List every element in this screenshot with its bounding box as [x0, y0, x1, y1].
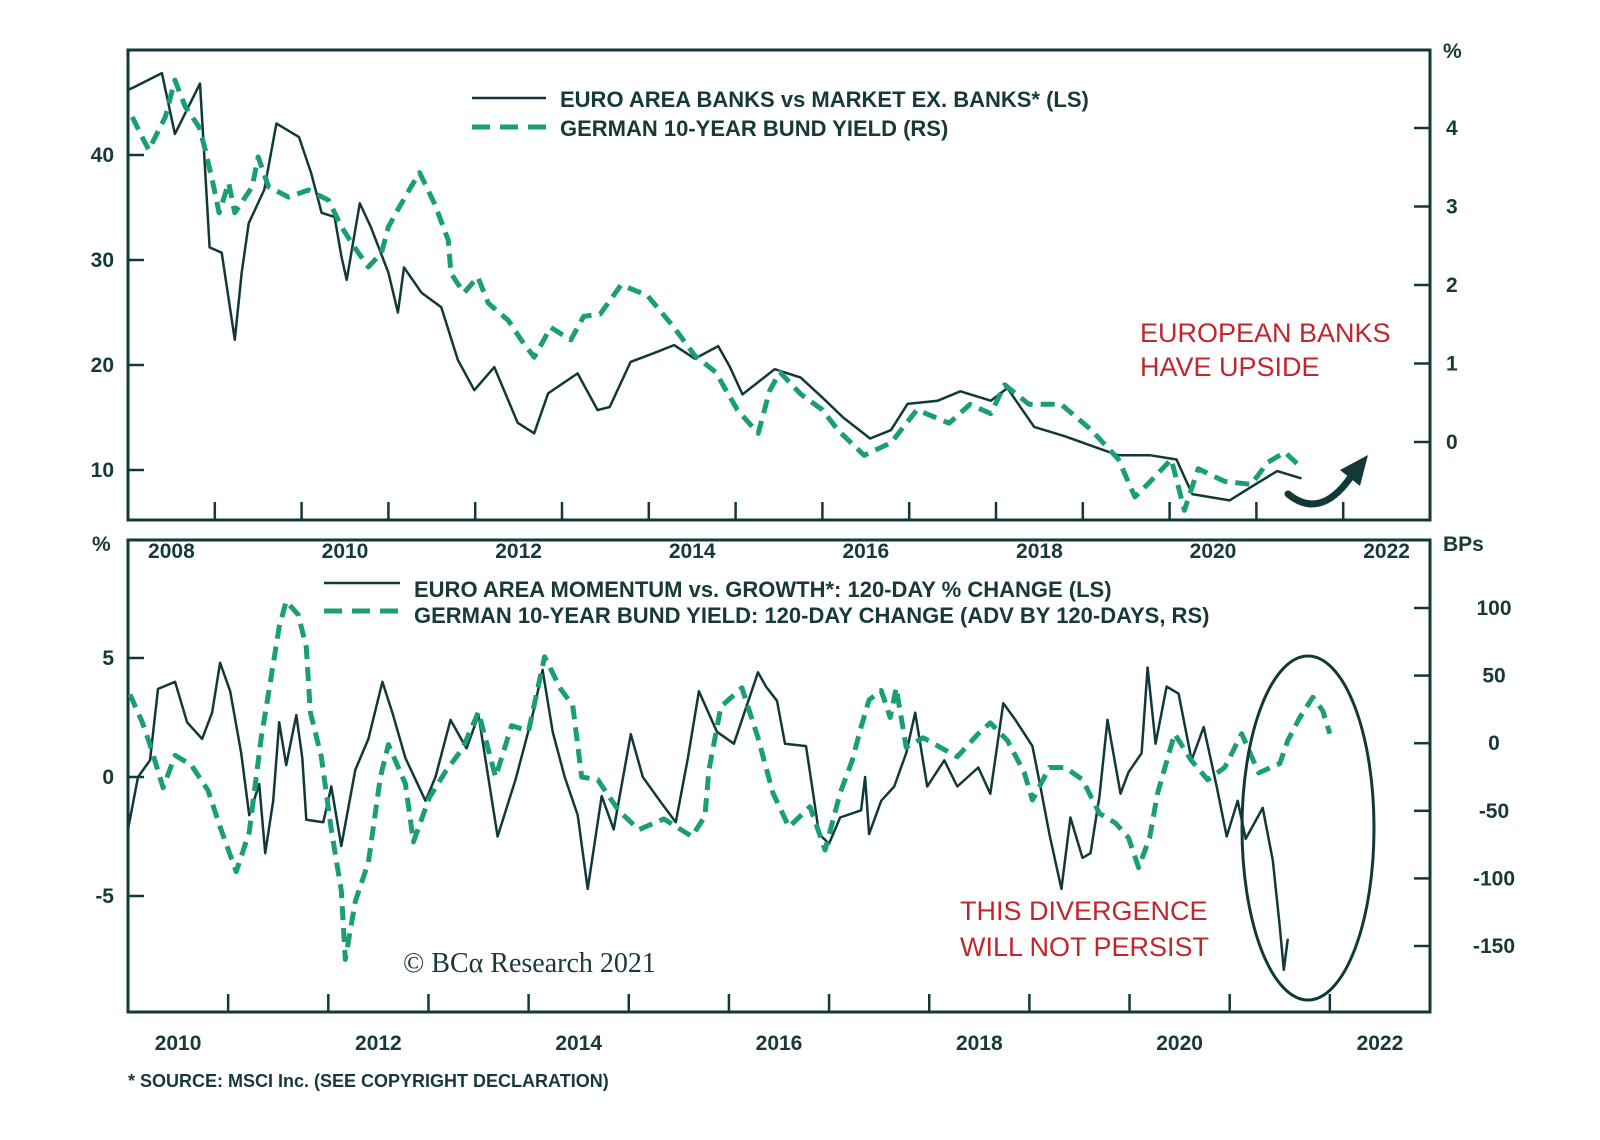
right-y-tick-label: 3: [1446, 196, 1458, 219]
x-tick-label: 2022: [1363, 540, 1410, 563]
right-y-tick-label: -100: [1473, 867, 1515, 890]
x-tick-label: 2014: [555, 1032, 602, 1055]
right-y-tick-label: 4: [1446, 117, 1458, 140]
legend-label-bund: GERMAN 10-YEAR BUND YIELD (RS): [560, 116, 948, 141]
top-legend: EURO AREA BANKS vs MARKET EX. BANKS* (LS…: [472, 87, 1089, 141]
bottom-series: [126, 598, 1333, 972]
x-tick-label: 2010: [155, 1032, 202, 1055]
right-y-tick-label: -150: [1473, 935, 1515, 958]
source-footnote: * SOURCE: MSCI Inc. (SEE COPYRIGHT DECLA…: [128, 1071, 609, 1091]
bottom-left-axis-unit: %: [92, 533, 111, 556]
upside-arrow-icon: [1284, 455, 1368, 508]
legend-label-bund-change: GERMAN 10-YEAR BUND YIELD: 120-DAY CHANG…: [414, 603, 1209, 628]
right-y-tick-label: 0: [1488, 732, 1500, 755]
x-tick-label: 2008: [148, 540, 195, 563]
copyright-watermark: © BCα Research 2021: [403, 948, 656, 979]
right-y-tick-label: -50: [1479, 800, 1509, 823]
x-tick-label: 2018: [956, 1032, 1003, 1055]
right-y-tick-label: 50: [1482, 665, 1505, 688]
series-line-solid: [127, 71, 1302, 502]
bottom-legend: EURO AREA MOMENTUM vs. GROWTH*: 120-DAY …: [324, 577, 1209, 628]
left-y-tick-label: 0: [102, 766, 114, 789]
left-y-tick-label: -5: [95, 885, 114, 908]
top-right-axis-unit: %: [1443, 40, 1462, 63]
x-tick-label: 2016: [842, 540, 889, 563]
x-tick-label: 2012: [355, 1032, 402, 1055]
series-line-dashed: [130, 77, 1304, 513]
right-y-tick-label: 0: [1446, 431, 1458, 454]
bottom-right-axis-unit: BPs: [1443, 533, 1484, 556]
right-y-tick-label: 2: [1446, 274, 1458, 297]
legend-label-banks: EURO AREA BANKS vs MARKET EX. BANKS* (LS…: [560, 87, 1089, 112]
divergence-circle: [1240, 654, 1376, 1002]
x-tick-label: 2014: [669, 540, 716, 563]
x-tick-label: 2022: [1357, 1032, 1404, 1055]
right-y-tick-label: 100: [1476, 597, 1511, 620]
annotation-line-1: EUROPEAN BANKS: [1140, 318, 1391, 348]
x-tick-label: 2012: [495, 540, 542, 563]
legend-label-momentum: EURO AREA MOMENTUM vs. GROWTH*: 120-DAY …: [414, 577, 1112, 602]
top-series: [127, 71, 1304, 513]
annotation-line-1: THIS DIVERGENCE: [960, 896, 1208, 926]
bottom-panel: 2010 2012 2014 2016 2018 2020 202250-5100500-5…: [92, 533, 1515, 1055]
top-panel: 2008 2010 2012 2014 2016 2018 2020 202210203040…: [91, 40, 1462, 563]
left-y-tick-label: 5: [102, 647, 114, 670]
right-y-tick-label: 1: [1446, 353, 1458, 376]
annotation-line-2: HAVE UPSIDE: [1140, 352, 1320, 382]
x-tick-label: 2020: [1156, 1032, 1203, 1055]
top-axes: 2008 2010 2012 2014 2016 2018 2020 202210203040…: [91, 117, 1458, 563]
x-tick-label: 2010: [322, 540, 369, 563]
annotation-line-2: WILL NOT PERSIST: [960, 932, 1209, 962]
left-y-tick-label: 10: [91, 459, 114, 482]
series-line-dashed: [127, 598, 1333, 962]
x-tick-label: 2016: [756, 1032, 803, 1055]
left-y-tick-label: 40: [91, 144, 114, 167]
left-y-tick-label: 30: [91, 249, 114, 272]
left-y-tick-label: 20: [91, 354, 114, 377]
series-line-solid: [126, 661, 1290, 972]
x-tick-label: 2018: [1016, 540, 1063, 563]
x-tick-label: 2020: [1190, 540, 1237, 563]
bottom-axes: 2010 2012 2014 2016 2018 2020 202250-5100500-5…: [95, 597, 1515, 1055]
